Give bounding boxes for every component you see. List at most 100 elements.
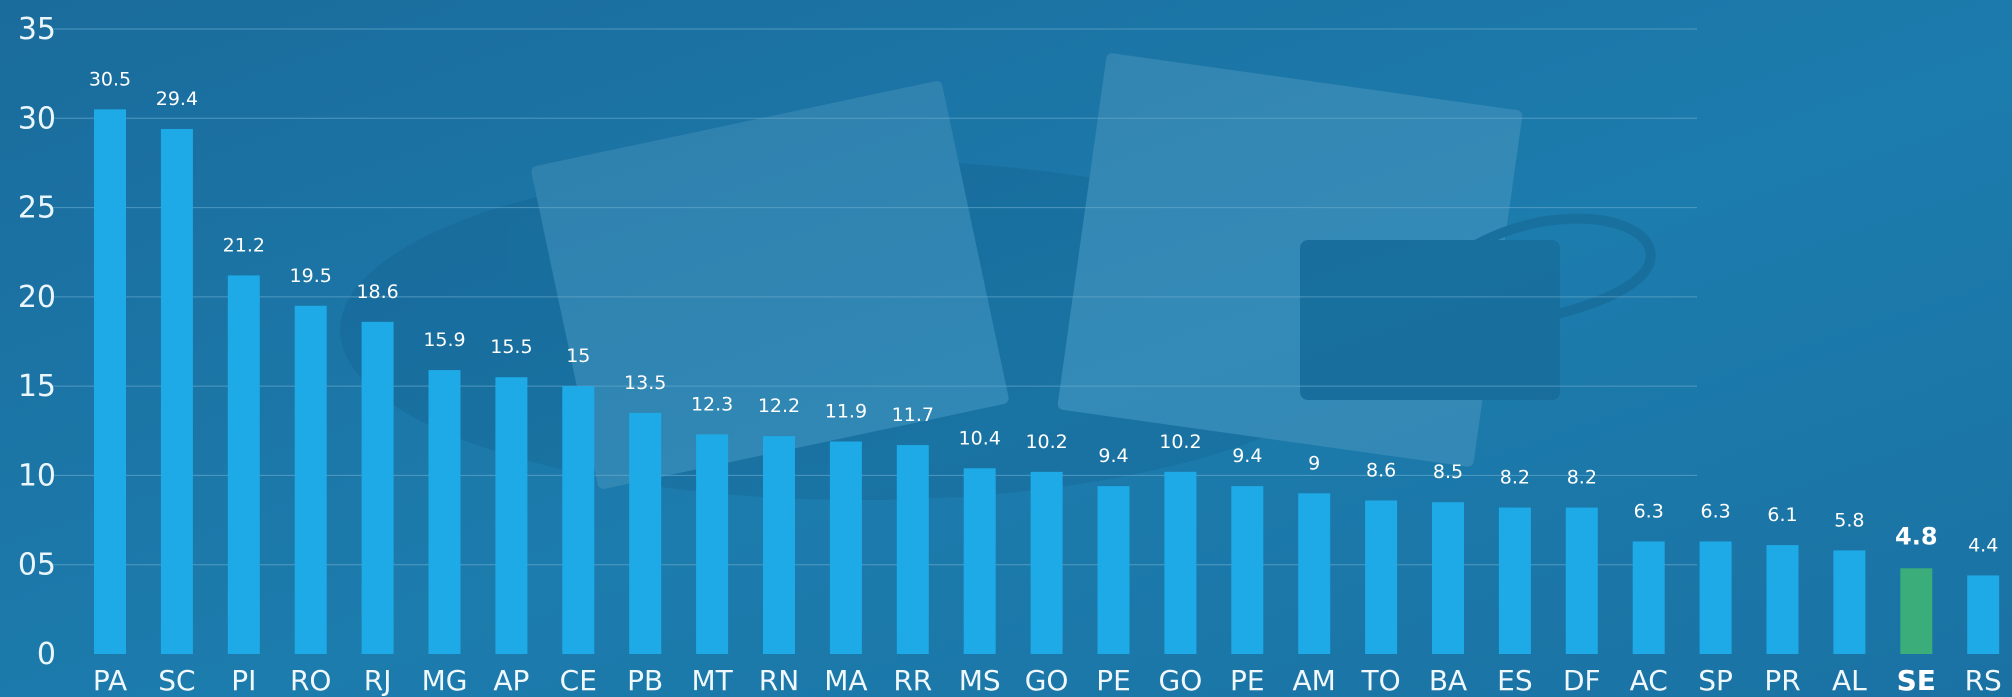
y-tick-label: 15 — [18, 369, 56, 404]
bar — [1097, 486, 1130, 654]
data-label: 9.4 — [1232, 445, 1262, 467]
bar — [896, 445, 929, 654]
data-label: 10.2 — [1025, 431, 1067, 453]
data-label: 11.7 — [892, 404, 934, 426]
bar — [1498, 507, 1531, 654]
data-label: 10.4 — [959, 427, 1001, 449]
bar — [1632, 541, 1665, 654]
bar — [1967, 575, 2000, 654]
y-tick-label: 05 — [18, 548, 56, 583]
bar — [294, 305, 327, 654]
y-tick-label: 35 — [18, 12, 56, 47]
y-tick-label: 0 — [37, 637, 56, 672]
data-label: 15.9 — [423, 329, 465, 351]
bar — [1432, 502, 1464, 654]
x-tick-label: MS — [959, 664, 1001, 697]
x-tick-label: ES — [1497, 664, 1532, 697]
x-tick-label: SP — [1698, 664, 1733, 697]
data-label: 18.6 — [356, 281, 398, 303]
background-photo — [340, 53, 1656, 500]
y-tick-label: 10 — [18, 458, 56, 493]
data-label: 4.4 — [1968, 534, 1998, 556]
data-label: 21.2 — [223, 234, 265, 256]
x-tick-label: SC — [158, 664, 195, 697]
bar — [1365, 500, 1398, 654]
bar — [696, 434, 729, 654]
data-label: 8.2 — [1500, 467, 1530, 489]
bar — [428, 370, 461, 654]
x-tick-label: CE — [560, 664, 597, 697]
data-label: 9.4 — [1098, 445, 1128, 467]
x-tick-label: SE — [1897, 664, 1936, 697]
data-label: 15 — [566, 345, 590, 367]
x-tick-label: MA — [824, 664, 867, 697]
bar — [1298, 493, 1331, 654]
data-label: 12.3 — [691, 393, 733, 415]
y-tick-label: 25 — [18, 191, 56, 226]
x-tick-label: AL — [1832, 664, 1867, 697]
x-tick-label: AM — [1293, 664, 1336, 697]
x-tick-label: RJ — [364, 664, 392, 697]
x-tick-label: RR — [893, 664, 932, 697]
bar-highlight — [1900, 568, 1933, 654]
bar — [629, 412, 662, 654]
x-tick-label: PR — [1764, 664, 1800, 697]
x-tick-label: GO — [1025, 664, 1069, 697]
data-label: 6.3 — [1634, 501, 1664, 523]
y-axis: 0 05 10 15 20 25 30 35 — [18, 12, 56, 672]
y-tick-label: 20 — [18, 280, 56, 315]
x-tick-label: AP — [493, 664, 529, 697]
bar — [495, 377, 528, 654]
bar — [361, 321, 394, 654]
bar — [1833, 550, 1866, 654]
bars — [94, 109, 2000, 655]
x-tick-label: PB — [627, 664, 663, 697]
data-label: 10.2 — [1159, 431, 1201, 453]
data-label: 30.5 — [89, 68, 131, 90]
data-label: 6.3 — [1700, 501, 1730, 523]
data-label: 15.5 — [490, 336, 532, 358]
x-tick-label: RO — [290, 664, 332, 697]
bar — [963, 468, 996, 654]
bar — [562, 386, 595, 654]
bar — [1565, 507, 1598, 654]
y-tick-label: 30 — [18, 101, 56, 136]
x-tick-label: DF — [1563, 664, 1601, 697]
data-label: 19.5 — [290, 265, 332, 287]
bar — [1699, 541, 1732, 654]
x-tick-label: PE — [1096, 664, 1131, 697]
bar — [1766, 545, 1799, 654]
x-tick-label: MT — [691, 664, 733, 697]
data-label: 8.6 — [1366, 459, 1396, 481]
bar — [94, 109, 126, 655]
bar — [227, 275, 260, 654]
data-label: 8.5 — [1433, 461, 1463, 483]
bar — [1030, 471, 1063, 654]
bar — [763, 436, 795, 654]
bar — [829, 441, 862, 654]
x-tick-label: RS — [1965, 664, 2002, 697]
x-tick-label: PA — [93, 664, 127, 697]
data-label: 6.1 — [1767, 504, 1797, 526]
data-label: 11.9 — [825, 401, 867, 423]
x-tick-label: TO — [1361, 664, 1401, 697]
data-label: 29.4 — [156, 88, 198, 110]
data-label: 5.8 — [1834, 509, 1864, 531]
data-labels: 30.5 29.4 21.2 19.5 18.6 15.9 15.5 15 13.5 12.3 12… — [89, 68, 1998, 556]
bar — [1164, 471, 1197, 654]
data-label: 4.8 — [1895, 522, 1938, 550]
data-label: 13.5 — [624, 372, 666, 394]
x-tick-label: RN — [759, 664, 799, 697]
x-tick-label: PI — [231, 664, 256, 697]
bar — [1231, 486, 1264, 654]
data-label: 8.2 — [1567, 467, 1597, 489]
data-label: 12.2 — [758, 395, 800, 417]
x-tick-label: MG — [422, 664, 468, 697]
x-tick-label: PE — [1230, 664, 1265, 697]
x-axis: PA SC PI RO RJ MG AP CE PB MT RN MA RR MS GO PE GO PE AM TO… — [93, 664, 2002, 697]
bar — [160, 129, 193, 654]
data-label: 9 — [1308, 452, 1320, 474]
x-tick-label: GO — [1159, 664, 1203, 697]
